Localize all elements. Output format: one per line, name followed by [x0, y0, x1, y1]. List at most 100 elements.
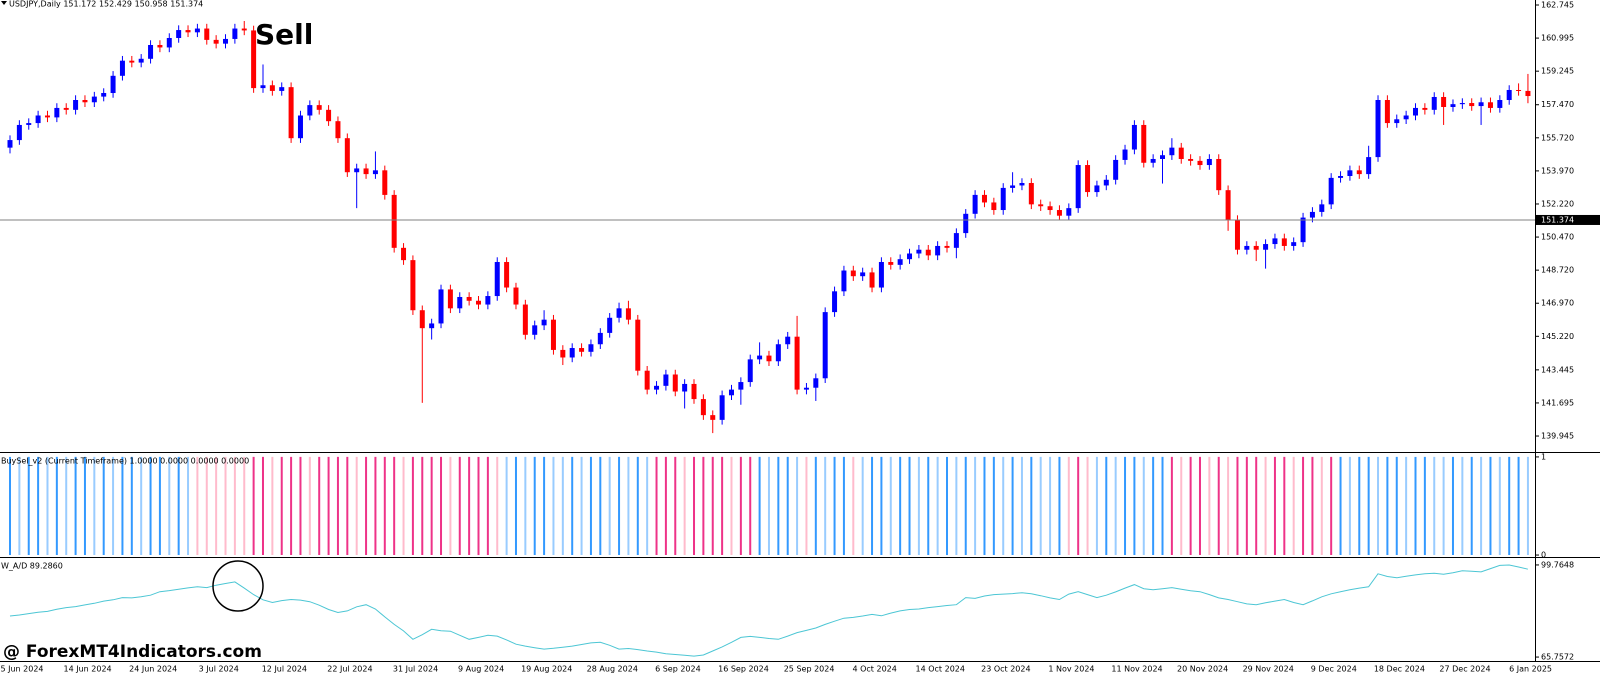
candle-body [35, 115, 41, 124]
candle-body [888, 262, 894, 265]
candle-body [476, 300, 481, 305]
candle-body [579, 348, 585, 352]
x-tick-label: 1 Nov 2024 [1048, 665, 1094, 674]
candle-body [335, 121, 341, 139]
indicator-title: W_A/D 89.2860 [1, 562, 63, 571]
indicator-title: BuySel_v2 (Current Timeframe) 1.0000 0.0… [1, 457, 249, 466]
candle-body [532, 325, 538, 335]
candle-body [1216, 158, 1222, 191]
candle-body [129, 60, 135, 63]
candle-body [110, 75, 116, 94]
candle-body [1122, 149, 1128, 160]
candle-body [251, 30, 257, 89]
candle-body [953, 233, 959, 248]
candle-body [1450, 104, 1456, 107]
y-tick-label: 0 [1541, 551, 1546, 560]
x-tick-label: 9 Dec 2024 [1311, 665, 1357, 674]
candle-body [1469, 103, 1475, 107]
candle-body [1309, 211, 1315, 218]
candle-body [1506, 89, 1512, 101]
candle-body [841, 270, 847, 292]
candle-body [372, 170, 378, 175]
candle-body [1413, 107, 1418, 116]
candle-body [44, 115, 50, 118]
candle-body [1338, 175, 1344, 178]
candle-body [1113, 159, 1119, 180]
x-tick-label: 14 Oct 2024 [916, 665, 965, 674]
candle-body [1150, 158, 1156, 163]
candle-body [1019, 182, 1025, 186]
candle-body [1497, 100, 1503, 108]
candle-body [513, 287, 519, 305]
candle-body [654, 385, 660, 390]
candle-body [907, 253, 913, 260]
x-tick-label: 3 Jul 2024 [199, 665, 239, 674]
sell-annotation: Sell [255, 18, 313, 51]
candle-body [166, 37, 172, 48]
x-tick-label: 11 Nov 2024 [1111, 665, 1162, 674]
candle-body [504, 262, 510, 288]
y-tick-label: 145.220 [1541, 332, 1574, 341]
y-tick-label: 141.695 [1541, 398, 1574, 407]
candle-body [1516, 89, 1522, 91]
watermark: @ ForexMT4Indicators.com [3, 642, 262, 662]
candle-body [1356, 170, 1362, 175]
candle-body [1366, 157, 1372, 175]
candle-body [157, 44, 163, 48]
candle-body [223, 38, 229, 44]
candle-body [1347, 170, 1353, 176]
candle-body [672, 374, 678, 392]
candle-body [82, 100, 88, 103]
candle-body [194, 28, 200, 33]
candle-body [119, 60, 125, 76]
candle-body [457, 296, 463, 309]
x-tick-label: 25 Sep 2024 [784, 665, 835, 674]
candle-body [1066, 208, 1072, 216]
candle-body [101, 93, 107, 97]
candle-body [326, 109, 332, 122]
candle-body [700, 399, 706, 416]
candle-body [16, 124, 22, 141]
candle-body [410, 260, 416, 311]
candle-body [1160, 155, 1166, 159]
candle-body [1459, 103, 1465, 105]
candle-body [625, 308, 631, 320]
candle-body [803, 387, 809, 390]
x-tick-label: 14 Jun 2024 [64, 665, 112, 674]
candle-body [26, 123, 32, 125]
candle-body [1291, 242, 1297, 246]
candle-body [1225, 190, 1231, 221]
current-price-label: 151.374 [1541, 215, 1574, 224]
candle-body [682, 383, 688, 392]
y-tick-label: 146.970 [1541, 299, 1574, 308]
y-tick-label: 155.720 [1541, 133, 1574, 142]
candle-body [1188, 158, 1194, 161]
x-tick-label: 22 Jul 2024 [327, 665, 372, 674]
candle-body [1131, 124, 1137, 150]
candle-body [1272, 238, 1278, 245]
candle-body [429, 323, 435, 329]
candle-body [1103, 179, 1109, 186]
y-tick-label: 152.220 [1541, 199, 1574, 208]
x-tick-label: 27 Dec 2024 [1439, 665, 1490, 674]
candle-body [232, 28, 238, 39]
candle-body [1234, 220, 1240, 250]
x-tick-label: 19 Aug 2024 [521, 665, 572, 674]
candle-body [747, 359, 753, 383]
candle-body [1244, 245, 1250, 250]
candle-body [728, 389, 734, 396]
x-tick-label: 18 Dec 2024 [1374, 665, 1425, 674]
candle-body [1384, 100, 1390, 124]
candle-body [1478, 102, 1484, 107]
candle-body [1431, 96, 1437, 110]
candle-body [185, 30, 191, 33]
x-tick-label: 29 Nov 2024 [1243, 665, 1294, 674]
candle-body [1403, 115, 1409, 120]
candle-body [522, 304, 528, 335]
candle-body [1375, 100, 1381, 158]
candle-body [691, 383, 697, 400]
candle-body [935, 245, 941, 256]
candle-body [204, 28, 210, 40]
plot-layer [7, 20, 1531, 657]
